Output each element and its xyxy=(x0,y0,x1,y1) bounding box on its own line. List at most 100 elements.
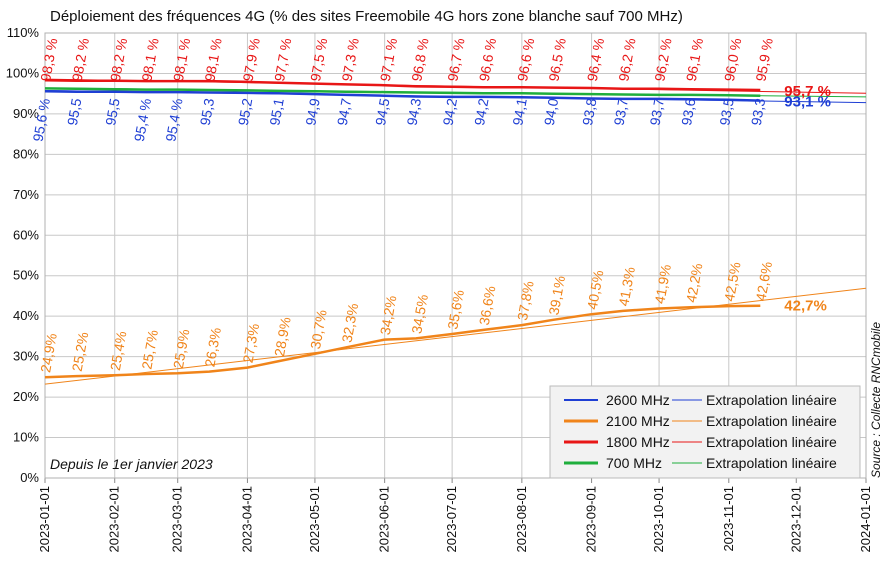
x-tick-label: 2023-11-01 xyxy=(721,486,736,552)
legend-trend-label: Extrapolation linéaire xyxy=(706,455,837,471)
data-label-1800-mhz: 98,3 % xyxy=(37,37,60,83)
data-label-2100-mhz: 39,1% xyxy=(545,274,568,316)
data-label-1800-mhz: 96,5 % xyxy=(545,37,568,83)
trendline-2100-mhz xyxy=(44,287,867,385)
data-label-2100-mhz: 41,9% xyxy=(651,263,674,305)
series-lines xyxy=(44,79,761,379)
y-tick-label: 90% xyxy=(13,106,39,121)
data-label-2100-mhz: 34,5% xyxy=(408,293,431,335)
x-tick-label: 2023-10-01 xyxy=(651,486,666,553)
data-label-1800-mhz: 96,2 % xyxy=(615,37,638,83)
chart-title: Déploiement des fréquences 4G (% des sit… xyxy=(50,8,683,25)
data-label-2100-mhz: 32,3% xyxy=(339,302,362,344)
x-tick-label: 2023-04-01 xyxy=(239,486,254,553)
data-label-2600-mhz: 95,1 xyxy=(266,97,287,127)
y-tick-label: 30% xyxy=(13,349,39,364)
x-tick-label: 2023-02-01 xyxy=(107,486,122,553)
data-label-2600-mhz: 95,3 xyxy=(197,97,218,127)
y-tick-label: 20% xyxy=(13,389,39,404)
y-tick-label: 70% xyxy=(13,187,39,202)
data-label-2600-mhz: 94,2 xyxy=(471,97,492,127)
x-tick-label: 2023-09-01 xyxy=(584,486,599,553)
data-label-2600-mhz: 94,5 xyxy=(372,97,393,127)
y-tick-label: 100% xyxy=(6,65,40,80)
data-label-2600-mhz: 94,1 xyxy=(509,97,530,127)
data-label-2100-mhz: 26,3% xyxy=(201,326,224,368)
x-tick-label: 2023-03-01 xyxy=(170,486,185,553)
data-label-2600-mhz: 94,0 xyxy=(541,97,562,127)
chart-annotation: Depuis le 1er janvier 2023 xyxy=(50,456,213,472)
data-label-2600-mhz: 94,9 xyxy=(302,97,323,127)
data-label-2100-mhz: 35,6% xyxy=(444,289,467,331)
end-label-2100-mhz: 42,7% xyxy=(784,297,827,314)
y-tick-label: 80% xyxy=(13,146,39,161)
data-label-2600-mhz: 93,6 xyxy=(678,97,699,127)
data-label-1800-mhz: 98,2 % xyxy=(107,37,130,83)
data-labels: 95,6 % 95,5 95,5 95,4 % 95,4 % 95,3 95,2 95,1 94… xyxy=(30,37,831,374)
data-label-1800-mhz: 96,6 % xyxy=(476,37,499,83)
data-label-1800-mhz: 95,9 % xyxy=(752,37,775,83)
y-tick-label: 10% xyxy=(13,430,39,445)
data-label-2600-mhz: 95,6 % xyxy=(30,97,53,143)
data-label-2600-mhz: 93,3 xyxy=(748,97,769,127)
data-label-2100-mhz: 25,9% xyxy=(170,328,193,370)
legend-label: 2600 MHz xyxy=(606,392,670,408)
data-label-2100-mhz: 25,4% xyxy=(107,330,130,372)
series-line-1800-mhz xyxy=(44,79,761,92)
data-label-2600-mhz: 95,2 xyxy=(235,97,256,127)
legend-label: 2100 MHz xyxy=(606,413,670,429)
y-tick-label: 60% xyxy=(13,227,39,242)
legend-trend-label: Extrapolation linéaire xyxy=(706,392,837,408)
y-tick-label: 0% xyxy=(20,470,39,485)
data-label-1800-mhz: 98,1 % xyxy=(170,37,193,83)
data-label-1800-mhz: 98,1 % xyxy=(138,37,161,83)
data-label-2100-mhz: 30,7% xyxy=(307,308,330,350)
data-label-2100-mhz: 42,6% xyxy=(752,260,775,302)
x-tick-label: 2024-01-01 xyxy=(858,486,873,553)
series-line-2600-mhz xyxy=(44,90,761,102)
data-label-2600-mhz: 94,7 xyxy=(334,97,355,127)
data-label-2600-mhz: 93,5 xyxy=(716,97,737,127)
x-tick-label: 2023-01-01 xyxy=(37,486,52,553)
legend-label: 700 MHz xyxy=(606,455,662,471)
data-label-2600-mhz: 95,4 % xyxy=(162,97,185,143)
data-label-2100-mhz: 24,9% xyxy=(37,332,60,374)
data-label-1800-mhz: 98,1 % xyxy=(201,37,224,83)
data-label-1800-mhz: 97,3 % xyxy=(339,37,362,83)
x-tick-label: 2023-06-01 xyxy=(377,486,392,553)
data-label-2100-mhz: 28,9% xyxy=(271,316,294,358)
data-label-2100-mhz: 37,8% xyxy=(514,280,537,322)
data-label-2600-mhz: 93,7 xyxy=(611,97,632,127)
x-tick-label: 2023-07-01 xyxy=(444,486,459,553)
data-label-1800-mhz: 97,7 % xyxy=(271,37,294,83)
data-label-2100-mhz: 34,2% xyxy=(377,294,400,336)
data-label-2100-mhz: 42,2% xyxy=(683,262,706,304)
legend-trend-label: Extrapolation linéaire xyxy=(706,413,837,429)
data-label-1800-mhz: 96,8 % xyxy=(408,37,431,83)
plot-frame xyxy=(44,32,867,479)
legend-box xyxy=(549,385,861,479)
data-label-1800-mhz: 96,0 % xyxy=(721,37,744,83)
data-label-2100-mhz: 27,3% xyxy=(240,322,263,364)
data-label-1800-mhz: 96,1 % xyxy=(683,37,706,83)
data-label-2600-mhz: 95,5 xyxy=(64,97,85,127)
axes: 0% 10% 20% 30% 40% 50% 60% 70% 80% 90% 100% 110% 202… xyxy=(6,25,873,553)
legend-label: 1800 MHz xyxy=(606,434,670,450)
data-label-2100-mhz: 25,7% xyxy=(138,329,161,371)
data-label-1800-mhz: 96,4 % xyxy=(584,37,607,83)
x-tick-label: 2023-08-01 xyxy=(514,486,529,553)
data-label-2600-mhz: 93,7 xyxy=(647,97,668,127)
end-label-1800-mhz: 95,7 % xyxy=(784,83,831,100)
data-label-2100-mhz: 25,2% xyxy=(69,331,92,373)
data-label-2100-mhz: 40,5% xyxy=(584,269,607,311)
legend-trend-label: Extrapolation linéaire xyxy=(706,434,837,450)
x-tick-label: 2023-12-01 xyxy=(788,486,803,553)
legend: 2600 MHz Extrapolation linéaire 2100 MHz Ex… xyxy=(549,385,861,479)
source-note: Source : Collecte RNCmobile xyxy=(869,322,883,478)
series-line-700-mhz xyxy=(44,87,761,97)
y-tick-label: 110% xyxy=(7,25,40,40)
data-label-2600-mhz: 95,5 xyxy=(102,97,123,127)
series-line-2100-mhz xyxy=(44,304,761,379)
